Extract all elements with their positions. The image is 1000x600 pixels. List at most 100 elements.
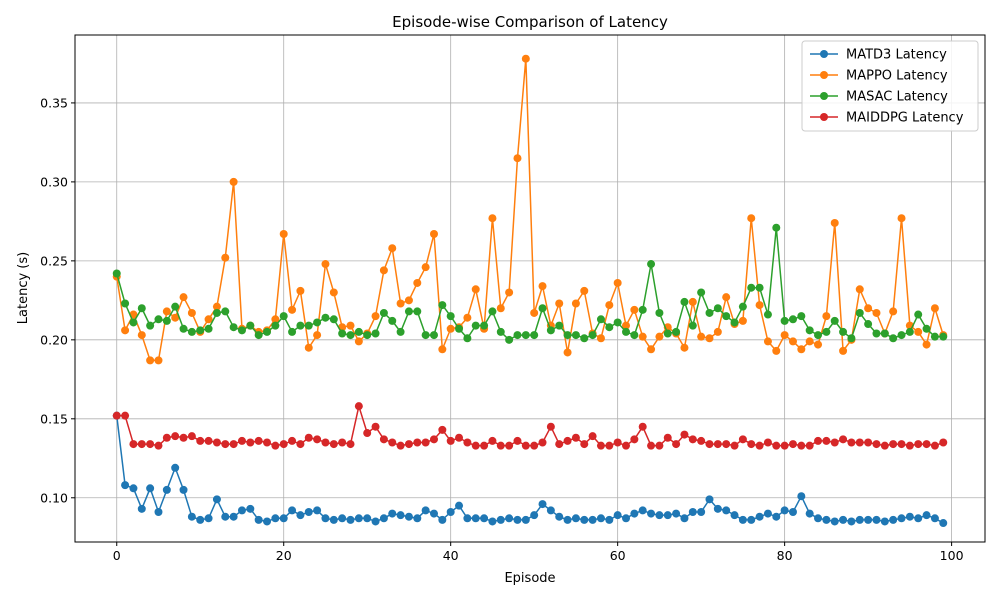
- masac-latency-point: [212, 308, 221, 317]
- maiddpg-latency-point: [939, 438, 948, 447]
- masac-latency-point: [463, 334, 472, 343]
- matd3-latency-point: [488, 517, 497, 526]
- masac-latency-point: [872, 329, 881, 338]
- masac-latency-point: [705, 308, 714, 317]
- matd3-latency-point: [630, 509, 639, 518]
- matd3-latency-point: [179, 485, 188, 494]
- maiddpg-latency-point: [630, 435, 639, 444]
- x-tick-label: 0: [113, 548, 121, 563]
- masac-latency-point: [688, 321, 697, 330]
- masac-latency-point: [680, 297, 689, 306]
- masac-latency-point: [229, 323, 238, 332]
- maiddpg-latency-point: [321, 438, 330, 447]
- y-tick-label: 0.30: [40, 174, 68, 189]
- legend-label: MAIDDPG Latency: [846, 111, 964, 126]
- matd3-latency-point: [864, 515, 873, 524]
- masac-latency-point: [371, 329, 380, 338]
- matd3-latency-point: [872, 515, 881, 524]
- matd3-latency-point: [229, 512, 238, 521]
- maiddpg-latency-point: [747, 440, 756, 449]
- maiddpg-latency-point: [780, 441, 789, 450]
- matd3-latency-point: [780, 506, 789, 515]
- matd3-latency-point: [605, 515, 614, 524]
- masac-latency-point: [805, 326, 814, 335]
- masac-latency-point: [830, 316, 839, 325]
- matd3-latency-point: [680, 514, 689, 523]
- masac-latency-point: [538, 304, 547, 313]
- maiddpg-latency-point: [596, 441, 605, 450]
- matd3-latency-point: [889, 515, 898, 524]
- mappo-latency-point: [154, 356, 163, 365]
- matd3-latency-series: [112, 411, 948, 528]
- matd3-latency-point: [321, 514, 330, 523]
- maiddpg-latency-point: [530, 441, 539, 450]
- masac-latency-point: [513, 331, 522, 340]
- maiddpg-latency-point: [905, 441, 914, 450]
- maiddpg-latency-point: [313, 435, 322, 444]
- masac-latency-point: [613, 318, 622, 327]
- matd3-latency-point: [513, 515, 522, 524]
- matd3-latency-point: [830, 517, 839, 526]
- matd3-latency-point: [429, 509, 438, 518]
- maiddpg-latency-point: [329, 440, 338, 449]
- maiddpg-latency-point: [805, 441, 814, 450]
- matd3-latency-point: [363, 514, 372, 523]
- maiddpg-latency-point: [730, 441, 739, 450]
- maiddpg-latency-point: [129, 440, 138, 449]
- mappo-latency-point: [296, 286, 305, 295]
- masac-latency-point: [788, 315, 797, 324]
- masac-latency-point: [112, 269, 121, 278]
- masac-latency-point: [588, 331, 597, 340]
- masac-latency-point: [254, 331, 263, 340]
- maiddpg-latency-point: [680, 430, 689, 439]
- mappo-latency-point: [438, 345, 447, 354]
- maiddpg-latency-point: [521, 441, 530, 450]
- masac-latency-point: [321, 313, 330, 322]
- matd3-latency-point: [288, 506, 297, 515]
- mappo-latency-point: [722, 293, 731, 302]
- masac-latency-point: [471, 321, 480, 330]
- maiddpg-latency-point: [638, 422, 647, 431]
- matd3-latency-point: [755, 512, 764, 521]
- mappo-latency-point: [788, 337, 797, 346]
- x-tick-label: 40: [443, 548, 459, 563]
- matd3-latency-point: [697, 507, 706, 516]
- masac-latency-point: [237, 326, 246, 335]
- matd3-latency-point: [396, 511, 405, 520]
- mappo-latency-point: [496, 304, 505, 313]
- mappo-latency-point: [221, 253, 230, 262]
- maiddpg-latency-point: [171, 432, 180, 441]
- masac-latency-point: [930, 332, 939, 341]
- maiddpg-latency-point: [480, 441, 489, 450]
- mappo-latency-point: [229, 177, 238, 186]
- legend-label: MAPPO Latency: [846, 69, 948, 84]
- mappo-latency-point: [580, 286, 589, 295]
- masac-latency-point: [304, 321, 313, 330]
- maiddpg-latency-point: [346, 440, 355, 449]
- masac-latency-point: [897, 331, 906, 340]
- maiddpg-latency-point: [112, 411, 121, 420]
- masac-latency-point: [388, 316, 397, 325]
- masac-latency-point: [271, 321, 280, 330]
- matd3-latency-point: [663, 511, 672, 520]
- legend-swatch-marker: [820, 71, 828, 79]
- mappo-latency-point: [288, 305, 297, 314]
- masac-latency-point: [847, 334, 856, 343]
- plot-area: [74, 34, 986, 543]
- mappo-latency-point: [538, 282, 547, 291]
- matd3-latency-point: [772, 512, 781, 521]
- masac-latency-point: [154, 315, 163, 324]
- masac-latency-point: [413, 307, 422, 316]
- mappo-latency-point: [922, 340, 931, 349]
- mappo-latency-point: [429, 230, 438, 239]
- mappo-latency-point: [613, 278, 622, 287]
- maiddpg-latency-point: [146, 440, 155, 449]
- mappo-latency-point: [396, 299, 405, 308]
- mappo-latency-point: [638, 332, 647, 341]
- matd3-latency-point: [204, 514, 213, 523]
- matd3-latency-point: [538, 500, 547, 509]
- mappo-latency-point: [463, 313, 472, 322]
- mappo-latency-point: [747, 214, 756, 223]
- maiddpg-latency-point: [221, 440, 230, 449]
- maiddpg-latency-point: [622, 441, 631, 450]
